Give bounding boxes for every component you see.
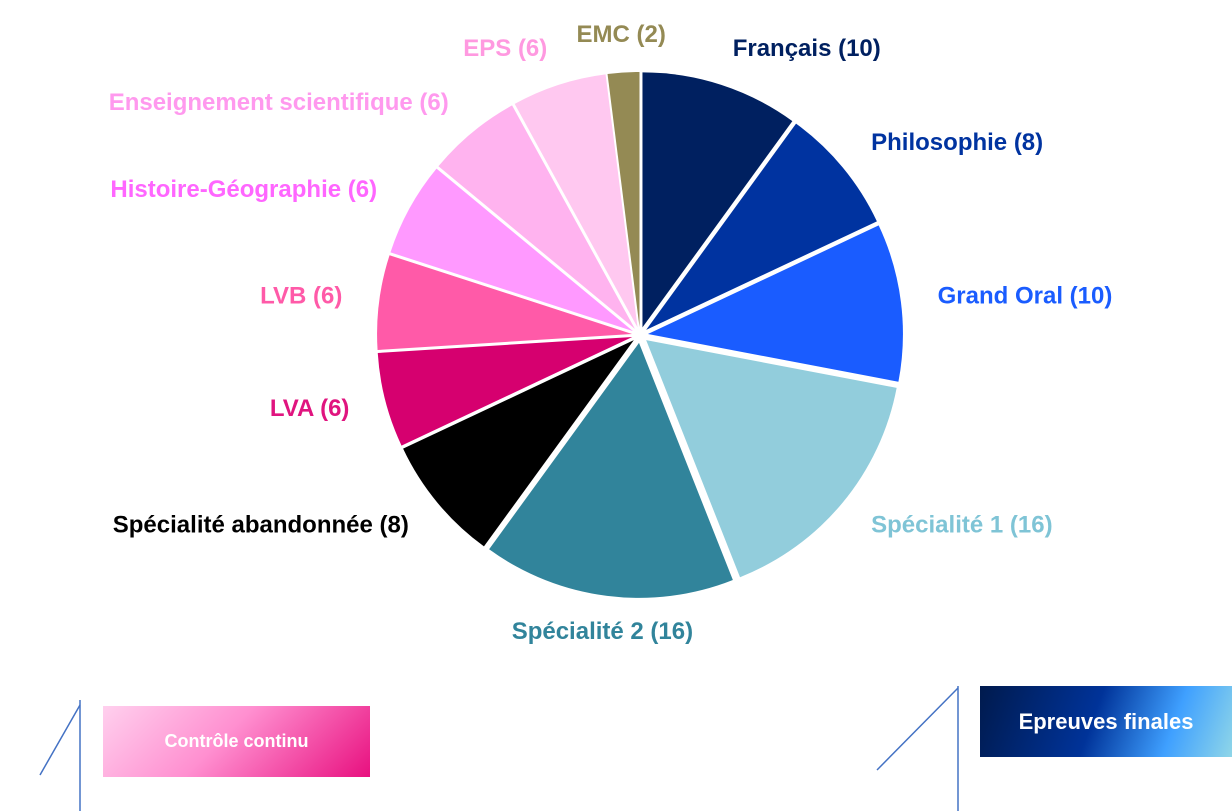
slice-label: EPS (6) — [463, 35, 547, 62]
slice-label: LVA (6) — [270, 395, 350, 422]
slice-label: EMC (2) — [576, 21, 665, 48]
pie-slice — [642, 72, 793, 328]
pie-slice — [377, 255, 633, 351]
slice-label: Spécialité abandonnée (8) — [113, 512, 409, 539]
pie-slice — [489, 342, 733, 598]
pie-slice — [438, 105, 635, 329]
pie-slice — [377, 336, 633, 446]
slice-label: Français (10) — [733, 35, 881, 62]
slice-label: Spécialité 2 (16) — [512, 618, 693, 645]
pie-slice — [390, 168, 633, 332]
pie-slice — [403, 340, 634, 547]
decor-line — [39, 704, 81, 776]
slice-label: LVB (6) — [260, 283, 342, 310]
slice-label: Spécialité 1 (16) — [871, 512, 1052, 539]
button[interactable]: Contrôle continu — [103, 706, 370, 777]
decor-line — [876, 687, 959, 771]
button[interactable]: Epreuves finales — [980, 686, 1232, 757]
pie-slice — [646, 123, 877, 330]
slice-label: Histoire-Géographie (6) — [110, 176, 377, 203]
pie-slice — [646, 340, 897, 578]
pie-slice — [647, 225, 903, 382]
pie-slice — [514, 74, 638, 328]
slice-label: Philosophie (8) — [871, 129, 1043, 156]
slice-label: Grand Oral (10) — [938, 283, 1113, 310]
slice-label: Enseignement scientifique (6) — [109, 89, 449, 116]
pie-slice — [607, 72, 640, 328]
